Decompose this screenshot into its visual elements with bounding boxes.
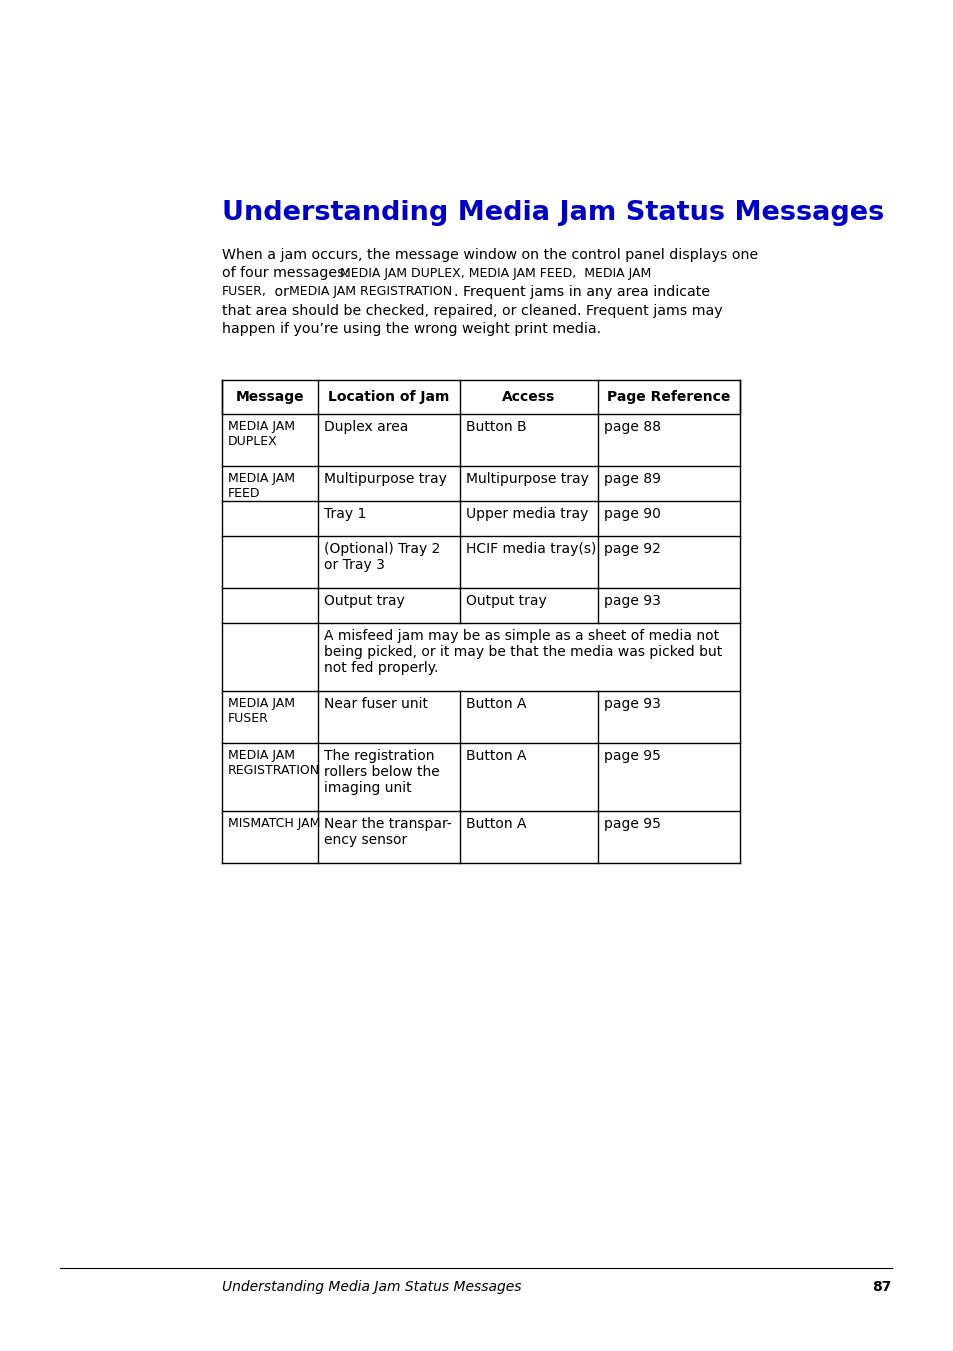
Text: The registration
rollers below the
imaging unit: The registration rollers below the imagi…	[323, 748, 439, 796]
Text: that area should be checked, repaired, or cleaned. Frequent jams may: that area should be checked, repaired, o…	[222, 304, 721, 317]
Text: Location of Jam: Location of Jam	[328, 390, 449, 404]
Text: FUSER,: FUSER,	[222, 285, 267, 299]
Text: MEDIA JAM
FEED: MEDIA JAM FEED	[228, 471, 294, 500]
Text: page 93: page 93	[603, 697, 659, 711]
Text: MEDIA JAM
REGISTRATION: MEDIA JAM REGISTRATION	[228, 748, 320, 777]
Text: Button A: Button A	[466, 697, 526, 711]
Text: Multipurpose tray: Multipurpose tray	[323, 471, 446, 486]
Text: MEDIA JAM
DUPLEX: MEDIA JAM DUPLEX	[228, 420, 294, 449]
Text: MEDIA JAM DUPLEX, MEDIA JAM FEED,  MEDIA JAM: MEDIA JAM DUPLEX, MEDIA JAM FEED, MEDIA …	[339, 266, 651, 280]
Text: MEDIA JAM REGISTRATION: MEDIA JAM REGISTRATION	[289, 285, 452, 299]
Text: Access: Access	[502, 390, 555, 404]
Text: Near fuser unit: Near fuser unit	[323, 697, 427, 711]
Text: page 92: page 92	[603, 542, 659, 557]
Text: page 90: page 90	[603, 507, 659, 521]
Text: Multipurpose tray: Multipurpose tray	[466, 471, 589, 486]
Text: Button A: Button A	[466, 748, 526, 763]
Text: Understanding Media Jam Status Messages: Understanding Media Jam Status Messages	[222, 1279, 521, 1294]
Text: Upper media tray: Upper media tray	[466, 507, 588, 521]
Text: MEDIA JAM
FUSER: MEDIA JAM FUSER	[228, 697, 294, 725]
Text: Duplex area: Duplex area	[323, 420, 408, 434]
Text: HCIF media tray(s): HCIF media tray(s)	[466, 542, 596, 557]
Text: page 88: page 88	[603, 420, 659, 434]
Text: Button B: Button B	[466, 420, 526, 434]
Text: Button A: Button A	[466, 817, 526, 831]
Text: or: or	[270, 285, 294, 299]
Text: page 95: page 95	[603, 817, 659, 831]
Text: page 93: page 93	[603, 594, 659, 608]
Text: Page Reference: Page Reference	[606, 390, 730, 404]
Text: . Frequent jams in any area indicate: . Frequent jams in any area indicate	[454, 285, 709, 299]
Text: A misfeed jam may be as simple as a sheet of media not
being picked, or it may b: A misfeed jam may be as simple as a shee…	[323, 630, 721, 676]
Text: page 95: page 95	[603, 748, 659, 763]
Text: When a jam occurs, the message window on the control panel displays one: When a jam occurs, the message window on…	[222, 249, 758, 262]
Text: Message: Message	[235, 390, 304, 404]
Text: Output tray: Output tray	[466, 594, 546, 608]
Text: page 89: page 89	[603, 471, 659, 486]
Text: Understanding Media Jam Status Messages: Understanding Media Jam Status Messages	[222, 200, 883, 226]
Text: happen if you’re using the wrong weight print media.: happen if you’re using the wrong weight …	[222, 322, 600, 336]
Text: Tray 1: Tray 1	[323, 507, 366, 521]
Text: MISMATCH JAM: MISMATCH JAM	[228, 817, 320, 830]
Text: (Optional) Tray 2
or Tray 3: (Optional) Tray 2 or Tray 3	[323, 542, 439, 573]
Text: Output tray: Output tray	[323, 594, 404, 608]
Text: 87: 87	[872, 1279, 891, 1294]
Text: of four messages:: of four messages:	[222, 266, 354, 281]
Text: Near the transpar-
ency sensor: Near the transpar- ency sensor	[323, 817, 451, 847]
